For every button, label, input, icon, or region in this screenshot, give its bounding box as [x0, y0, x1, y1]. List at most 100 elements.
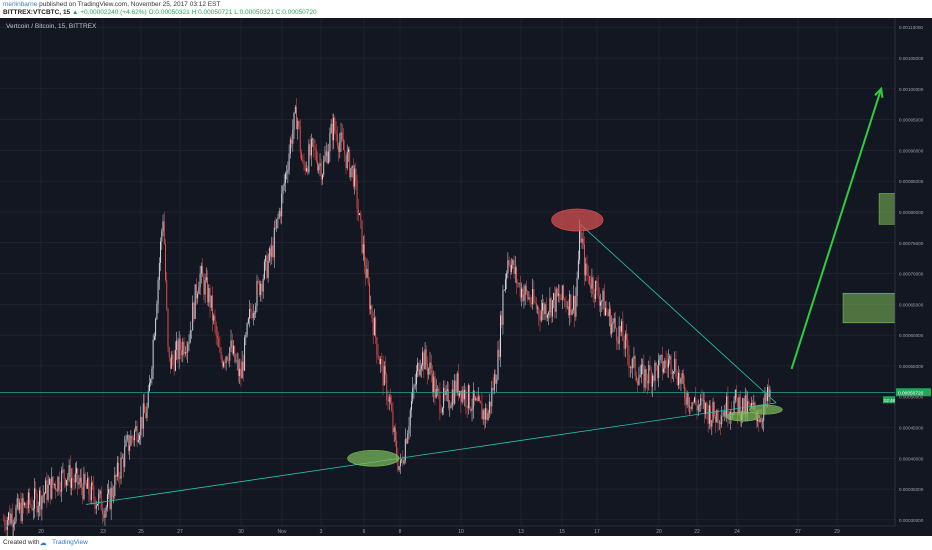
candle-body [301, 152, 302, 161]
candle-body [152, 339, 154, 369]
candle-body [144, 403, 145, 413]
candle-body [354, 168, 356, 187]
candle-body [696, 403, 698, 411]
candle-body [36, 493, 38, 513]
candle-body [268, 248, 270, 261]
candle-body [568, 306, 569, 316]
candle-body [471, 408, 473, 411]
candle-body [436, 389, 438, 390]
candle-body [267, 260, 269, 278]
x-tick-label: 24 [734, 529, 740, 535]
candle-body [307, 168, 309, 173]
candle-body [17, 498, 19, 510]
candle-body [579, 230, 581, 260]
candle-body [165, 243, 166, 280]
candle-body [156, 304, 158, 320]
candle-body [474, 390, 475, 401]
candle-body [256, 280, 258, 307]
candle-body [749, 403, 751, 408]
candle-body [713, 402, 715, 417]
candle-body [470, 408, 472, 411]
candle-body [113, 496, 115, 497]
candle-body [103, 514, 105, 518]
candle-body [296, 106, 297, 130]
candle-body [157, 280, 159, 305]
candle-body [10, 513, 12, 524]
candle-body [556, 288, 558, 296]
candle-body [558, 293, 560, 296]
candle-body [682, 373, 684, 385]
candle-body [22, 498, 24, 506]
candle-body [460, 390, 462, 403]
y-tick-label: 0.00085000 [899, 179, 924, 184]
time-axis[interactable]: 20 23 25 27 30 Nov 3 6 8 10 13 15 17 20 22 24 27 29 [0, 525, 895, 535]
tradingview-logo-icon: ☁ [40, 540, 47, 547]
candle-body [493, 374, 495, 391]
candle-body [660, 355, 662, 357]
candle-body [108, 489, 110, 495]
candle-body [712, 402, 714, 421]
candle-body [187, 343, 189, 353]
candle-body [681, 373, 683, 379]
candle-body [136, 425, 138, 443]
candle-body [445, 390, 447, 395]
candle-body [396, 440, 398, 458]
candle-body [450, 405, 452, 408]
candle-body [73, 480, 75, 483]
candle-body [591, 277, 593, 289]
candle-body [743, 398, 745, 415]
candle-body [490, 401, 492, 407]
candle-body [271, 245, 273, 257]
candle-body [692, 402, 694, 403]
candle-body [745, 395, 747, 414]
candle-body [315, 149, 317, 162]
candle-body [50, 478, 52, 499]
tradingview-brand[interactable]: TradingView [52, 539, 88, 546]
candle-body [151, 368, 153, 380]
candle-body [750, 402, 752, 408]
candle-body [282, 186, 284, 194]
candle-body [432, 373, 433, 393]
countdown-badge [883, 396, 895, 404]
candle-body [328, 151, 330, 163]
y-tick-label: 0.00070000 [899, 272, 924, 277]
candle-body [139, 435, 141, 440]
candle-body [584, 244, 585, 276]
candle-body [320, 163, 322, 180]
chart-background [0, 18, 932, 536]
price-chart[interactable]: 0.00110000 0.00105000 0.00100000 0.00095000… [0, 18, 932, 539]
candle-body [371, 305, 373, 318]
candle-body [340, 132, 342, 143]
candle-body [762, 420, 763, 422]
author-link[interactable]: merlinbarne [3, 1, 38, 8]
candle-body [623, 340, 625, 349]
candle-body [753, 402, 755, 405]
candle-body [242, 361, 244, 371]
candle-body [57, 476, 59, 492]
candle-body [661, 355, 663, 373]
candle-body [598, 295, 600, 306]
candle-body [642, 364, 644, 366]
candle-body [25, 503, 27, 508]
candle-body [131, 436, 133, 439]
candle-body [370, 305, 372, 310]
candle-body [412, 387, 414, 401]
candle-body [619, 326, 621, 332]
candle-body [539, 316, 541, 321]
y-tick-label: 0.00055000 [899, 364, 924, 369]
candle-body [587, 274, 589, 276]
candle-body [60, 490, 61, 492]
chart-panel[interactable]: 0.00110000 0.00105000 0.00100000 0.00095000… [0, 18, 932, 539]
candle-body [161, 231, 163, 242]
candle-body [757, 419, 759, 422]
candle-body [297, 120, 299, 130]
candle-body [433, 376, 435, 393]
candle-body [457, 373, 459, 396]
price-axis[interactable]: 0.00110000 0.00105000 0.00100000 0.00095000… [883, 18, 932, 536]
candle-body [74, 473, 76, 483]
candle-body [262, 278, 264, 292]
candle-body [294, 106, 296, 113]
y-tick-label: 0.00090000 [899, 148, 924, 153]
candle-body [199, 273, 201, 288]
candle-body [229, 347, 231, 361]
